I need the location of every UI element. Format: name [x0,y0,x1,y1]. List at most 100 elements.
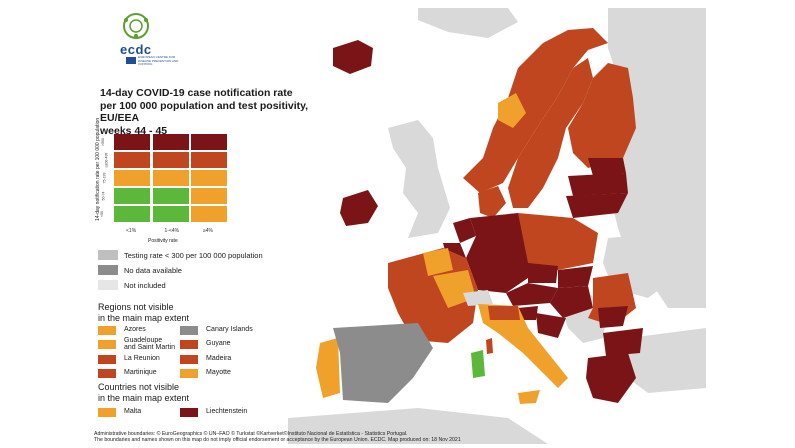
legend-swatch [98,339,116,349]
legend-swatch [98,250,118,260]
matrix-cell [114,170,150,186]
legend-swatch [98,325,116,335]
legend-label: Guadeloupe and Saint Martin [124,336,175,352]
legend-label: Canary Islands [206,326,253,334]
matrix-cell [114,188,150,204]
switzerland [463,290,493,306]
status-legend-item: No data available [98,264,182,276]
status-legend-item: Not included [98,279,166,291]
map-footer: Administrative boundaries: © EuroGeograp… [94,431,694,444]
estonia [588,158,626,176]
matrix-cell [191,152,227,168]
italy-north [488,306,520,320]
croatia [536,313,566,338]
hungary [550,286,593,318]
regions-heading: Regions not visible in the main map exte… [98,302,189,323]
austria [506,283,558,306]
matrix-cell [114,152,150,168]
finland [568,63,636,168]
regions-heading-line-2: in the main map extent [98,312,190,323]
matrix-cell [114,206,150,222]
region-legend-item: Guyane [180,338,231,350]
netherlands [453,218,476,243]
globe-icon [123,13,149,39]
matrix-cell [152,170,189,186]
legend-swatch [98,280,118,290]
czechia [528,263,558,283]
map-title: 14-day COVID-19 case notification rate p… [100,87,350,137]
france-north [423,248,453,276]
eu-flag-icon [126,57,136,64]
country-legend-item: Liechtenstein [180,406,247,418]
matrix-x-tick: <1% [126,228,137,234]
matrix-cell [191,206,227,222]
ecdc-logo: ecdc EUROPEAN CENTRE FOR DISEASE PREVENT… [100,12,180,68]
legend-label: Not included [124,280,166,290]
italy [478,304,568,388]
greece [586,353,636,403]
matrix-y-tick: 50-74 [101,191,106,201]
iceland [333,40,373,74]
map-frame: ecdc EUROPEAN CENTRE FOR DISEASE PREVENT… [88,8,706,444]
legend-swatch [180,407,198,417]
country-legend-item: Malta [98,406,141,418]
status-legend-item: Testing rate < 300 per 100 000 populatio… [98,249,263,261]
denmark [478,186,506,218]
region-legend-item: Azores [98,324,146,336]
title-line-3: weeks 44 - 45 [100,124,168,137]
legend-swatch [98,354,116,364]
matrix-cell [152,206,189,222]
legend-swatch [98,407,116,417]
matrix-cell [152,188,189,204]
uk-land [388,120,450,238]
sicily [518,390,540,404]
legend-swatch [180,368,198,378]
matrix-y-label: 14-day notification rate per 100 000 pop… [95,117,101,221]
countries-heading: Countries not visible in the main map ex… [98,382,189,403]
countries-heading-line-2: in the main map extent [98,392,190,403]
sweden-region [498,93,526,128]
france [388,248,478,343]
region-legend-item: Mayotte [180,367,231,379]
legend-label: Madeira [206,355,232,363]
legend-swatch [98,368,116,378]
africa-land [288,408,548,444]
legend-label: Mayotte [206,369,231,377]
title-line-2: per 100 000 population and test positivi… [100,99,309,125]
sardinia [471,350,485,378]
norway [463,28,608,193]
greenland-land [418,8,518,38]
legend-matrix [114,134,228,226]
legend-label: Liechtenstein [206,408,248,416]
legend-label: Malta [124,408,142,416]
matrix-cell [152,134,189,150]
title-line-1: 14-day COVID-19 case notification rate [100,87,293,99]
latvia [568,173,628,196]
region-legend-item: La Reunion [98,353,160,365]
matrix-x-tick: ≥4% [203,228,213,234]
turkey-land [628,328,706,393]
legend-swatch [180,325,198,335]
countries-heading-line-1: Countries not visible [98,382,180,392]
europe-map [288,8,706,444]
regions-heading-line-1: Regions not visible [98,302,174,312]
slovenia [518,306,538,320]
legend-label: Testing rate < 300 per 100 000 populatio… [124,250,263,260]
footer-line-2: The boundaries and names shown on this m… [94,437,461,444]
legend-label: La Reunion [124,355,160,363]
romania-south [598,306,628,328]
legend-swatch [98,265,118,275]
legend-swatch [180,339,198,349]
matrix-x-tick: 1-<4% [164,228,180,234]
matrix-cell [191,170,227,186]
matrix-y-tick: 75-199 [102,172,107,184]
corsica [486,338,493,354]
region-legend-item: Guadeloupe and Saint Martin [98,336,175,352]
logo-text: ecdc [120,42,152,57]
logo-subtitle: EUROPEAN CENTRE FOR DISEASE PREVENTION A… [138,55,179,66]
region-legend-item: Canary Islands [180,324,253,336]
sweden [508,58,593,208]
legend-label: Martinique [124,369,157,377]
matrix-y-tick: ≥200-499 [104,152,109,168]
spain [333,323,433,403]
